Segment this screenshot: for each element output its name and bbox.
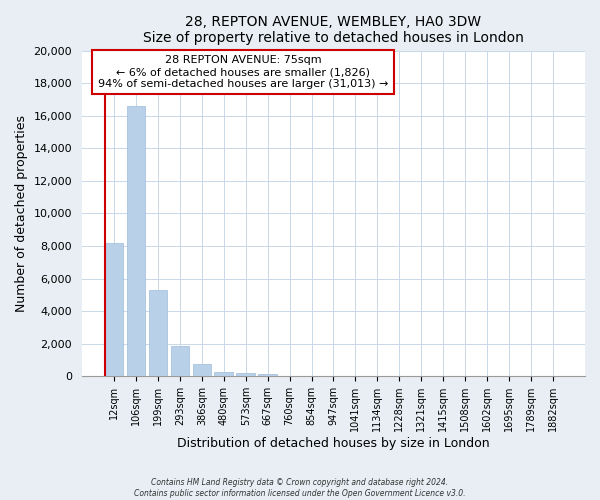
Bar xyxy=(105,242,124,376)
Y-axis label: Number of detached properties: Number of detached properties xyxy=(15,115,28,312)
Bar xyxy=(149,290,167,376)
X-axis label: Distribution of detached houses by size in London: Distribution of detached houses by size … xyxy=(177,437,490,450)
Text: 28 REPTON AVENUE: 75sqm
← 6% of detached houses are smaller (1,826)
94% of semi-: 28 REPTON AVENUE: 75sqm ← 6% of detached… xyxy=(98,56,388,88)
Bar xyxy=(259,374,277,376)
Bar xyxy=(127,106,145,376)
Bar xyxy=(214,372,233,376)
Title: 28, REPTON AVENUE, WEMBLEY, HA0 3DW
Size of property relative to detached houses: 28, REPTON AVENUE, WEMBLEY, HA0 3DW Size… xyxy=(143,15,524,45)
Text: Contains HM Land Registry data © Crown copyright and database right 2024.
Contai: Contains HM Land Registry data © Crown c… xyxy=(134,478,466,498)
Bar xyxy=(170,346,189,376)
Bar xyxy=(193,364,211,376)
Bar xyxy=(236,373,255,376)
